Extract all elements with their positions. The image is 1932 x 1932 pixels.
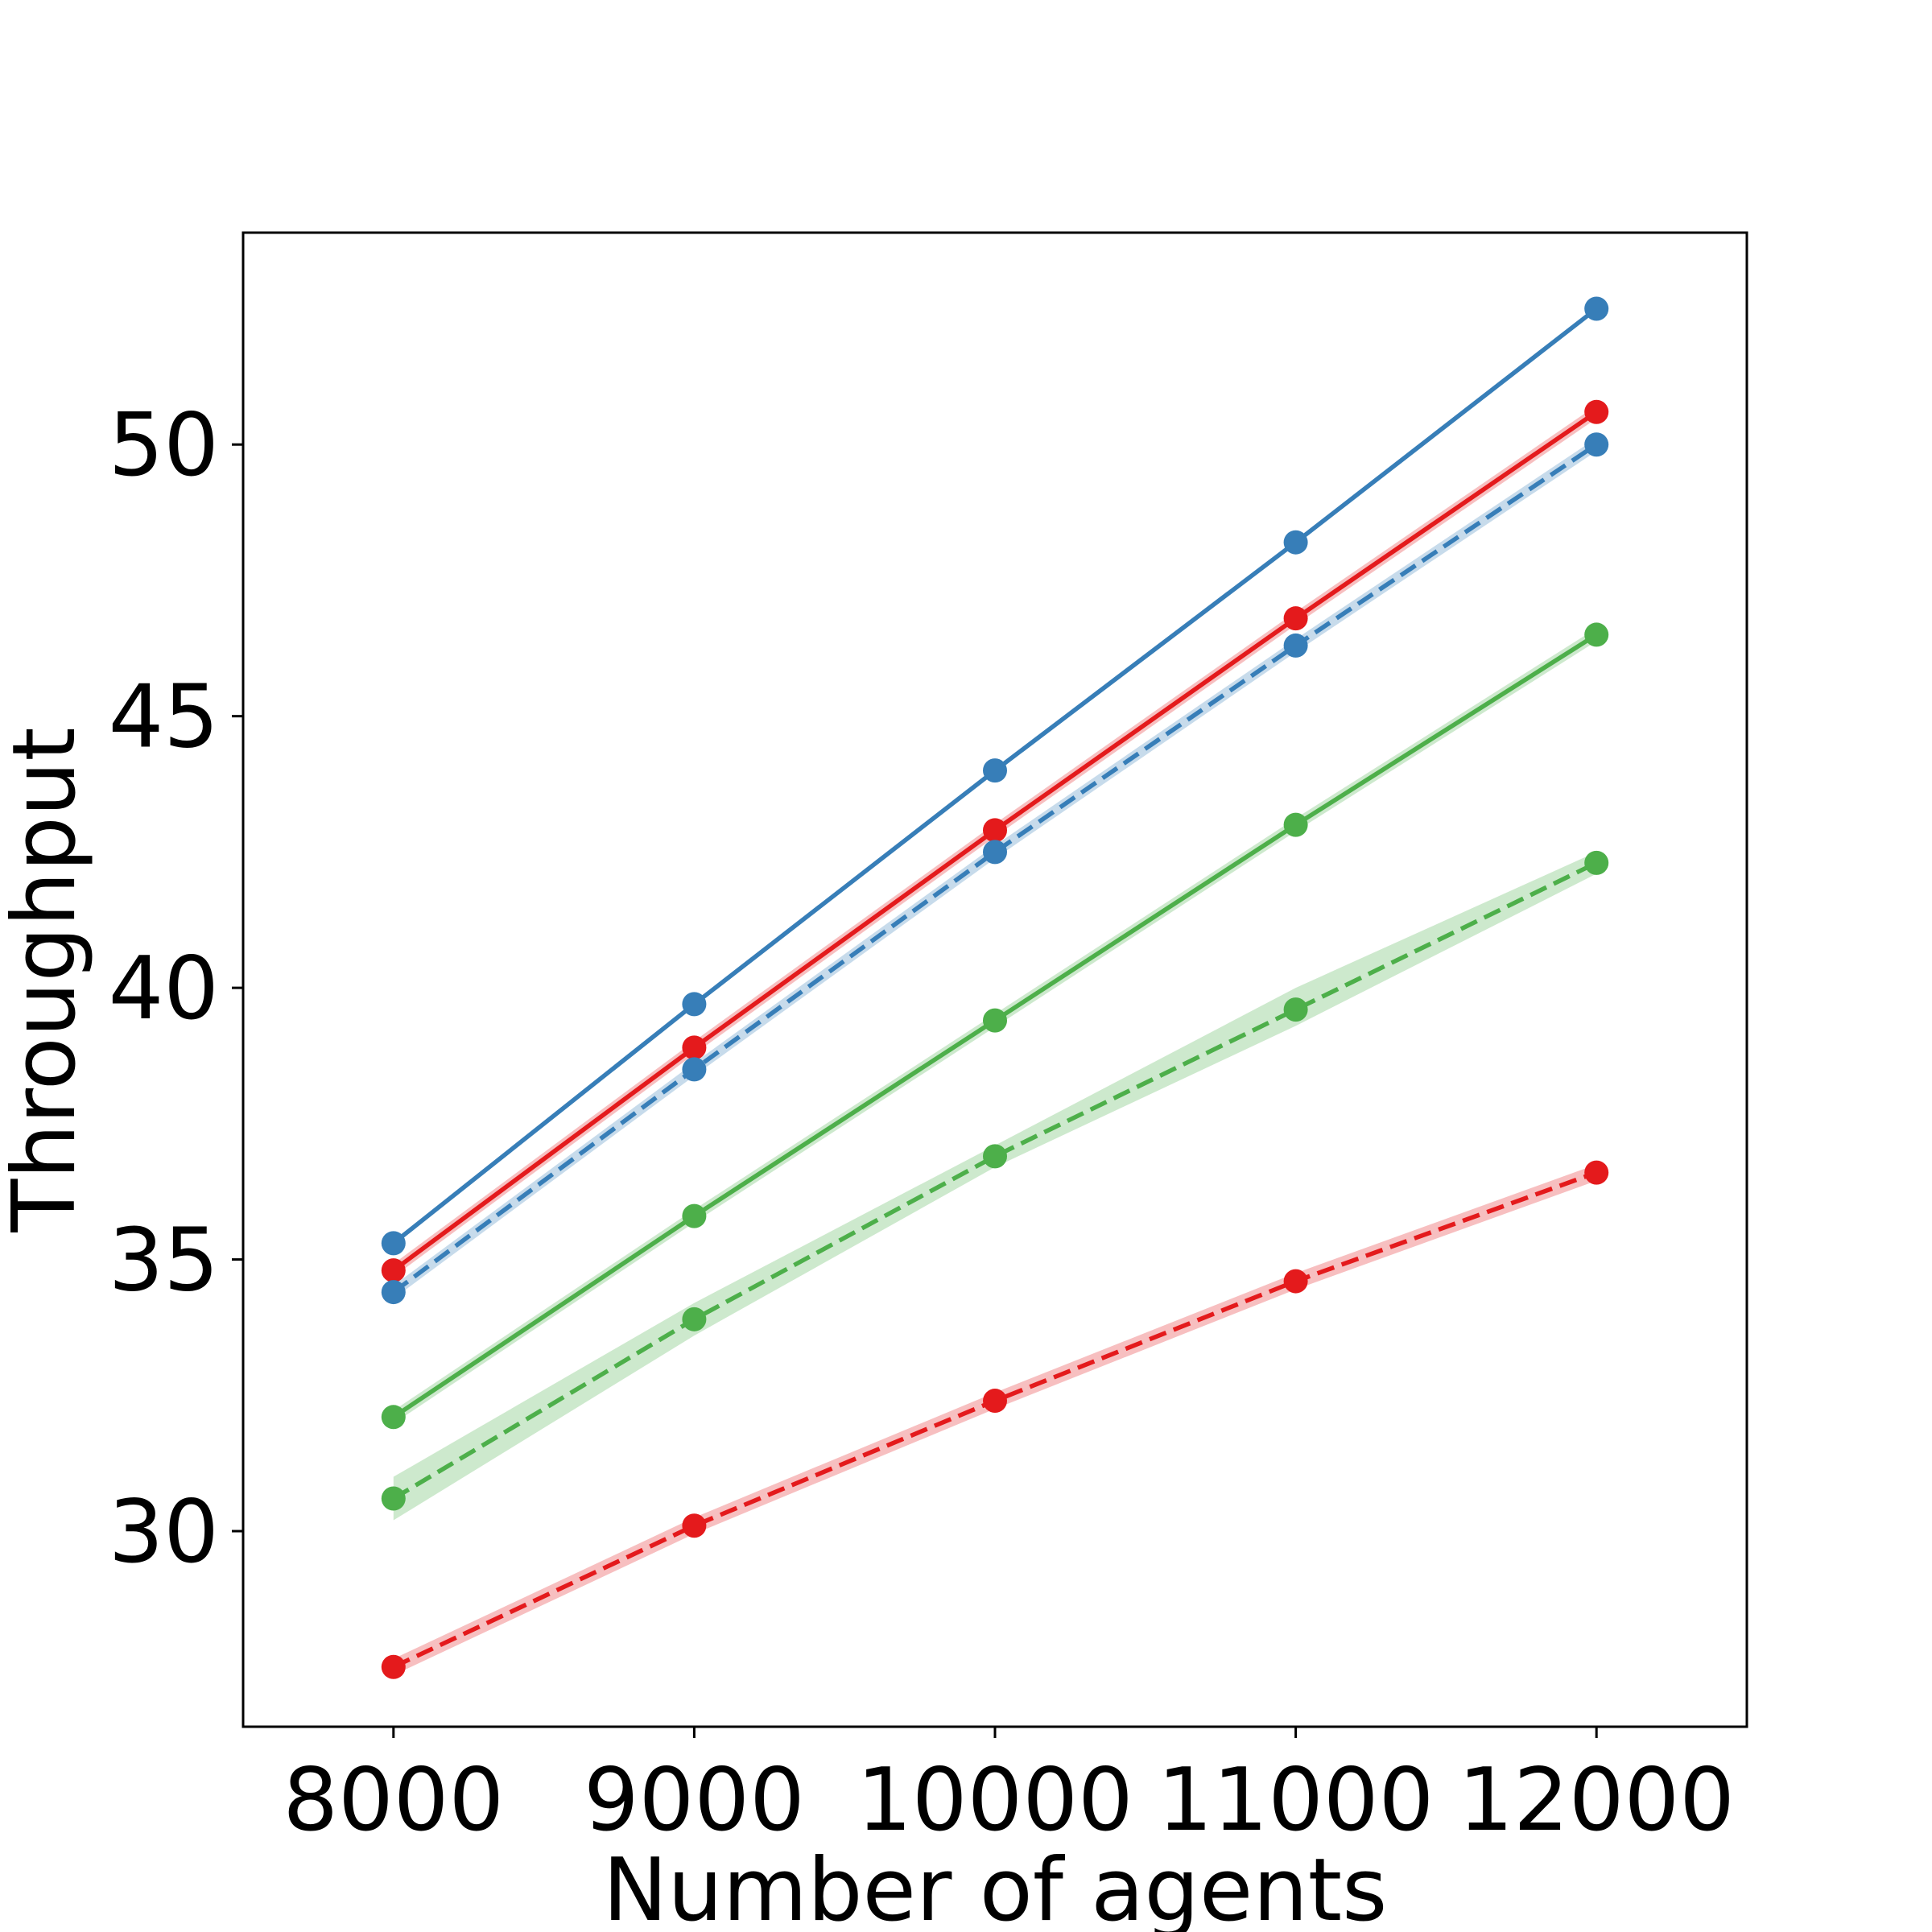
point-series-2-9000 xyxy=(682,1035,707,1060)
point-series-4-9000 xyxy=(682,1203,707,1228)
line-series-3 xyxy=(392,442,1598,1294)
point-series-6-11000 xyxy=(1283,1269,1308,1294)
x-axis-ticks: 8000 9000 10000 11000 12000 xyxy=(283,1727,1735,1851)
point-series-6-10000 xyxy=(983,1389,1007,1414)
point-series-2-10000 xyxy=(983,818,1007,843)
point-series-5-9000 xyxy=(682,1307,707,1331)
point-series-3-8000 xyxy=(381,1280,406,1305)
point-series-5-12000 xyxy=(1584,850,1609,875)
line-series-5 xyxy=(392,861,1598,1501)
band-series-6 xyxy=(393,1164,1597,1675)
series-lines xyxy=(392,307,1598,1670)
point-series-2-11000 xyxy=(1283,606,1308,631)
point-series-1-11000 xyxy=(1283,530,1308,555)
x-axis-title: Number of agents xyxy=(603,1840,1388,1932)
point-series-4-11000 xyxy=(1283,812,1308,837)
plot-frame xyxy=(242,231,1748,1728)
point-series-4-8000 xyxy=(381,1405,406,1430)
point-series-4-10000 xyxy=(983,1008,1007,1033)
y-tick-label-45: 45 xyxy=(109,667,219,768)
point-series-6-8000 xyxy=(381,1654,406,1679)
point-series-1-10000 xyxy=(983,758,1007,783)
point-series-1-9000 xyxy=(682,992,707,1017)
point-series-5-8000 xyxy=(381,1486,406,1511)
y-tick-label-30: 30 xyxy=(109,1482,219,1583)
point-series-2-8000 xyxy=(381,1258,406,1283)
point-series-6-9000 xyxy=(682,1513,707,1538)
confidence-bands xyxy=(393,405,1597,1675)
point-series-1-12000 xyxy=(1584,296,1609,321)
point-series-3-10000 xyxy=(983,840,1007,865)
x-tick-label-8000: 8000 xyxy=(283,1750,504,1851)
y-axis-title: Throughput xyxy=(0,727,95,1232)
y-tick-label-40: 40 xyxy=(109,939,219,1039)
x-tick-label-9000: 9000 xyxy=(584,1750,805,1851)
point-series-6-12000 xyxy=(1584,1160,1609,1185)
point-series-2-12000 xyxy=(1584,399,1609,424)
point-series-5-11000 xyxy=(1283,997,1308,1022)
y-axis-ticks: 30 35 40 45 50 xyxy=(109,395,243,1583)
y-tick-label-50: 50 xyxy=(109,395,219,496)
point-series-1-8000 xyxy=(381,1231,406,1256)
point-series-4-12000 xyxy=(1584,622,1609,647)
x-tick-label-10000: 10000 xyxy=(857,1750,1133,1851)
point-series-5-10000 xyxy=(983,1144,1007,1169)
point-series-3-9000 xyxy=(682,1057,707,1082)
line-series-6 xyxy=(392,1170,1598,1670)
series-points xyxy=(381,296,1609,1679)
point-series-3-11000 xyxy=(1283,633,1308,658)
x-tick-label-11000: 11000 xyxy=(1158,1750,1435,1851)
y-tick-label-35: 35 xyxy=(109,1211,219,1311)
x-tick-label-12000: 12000 xyxy=(1458,1750,1735,1851)
point-series-3-12000 xyxy=(1584,432,1609,457)
